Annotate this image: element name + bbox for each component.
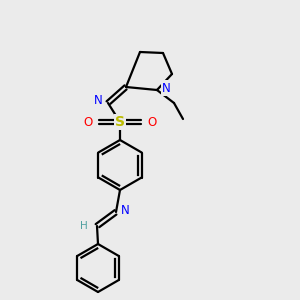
Text: O: O	[84, 116, 93, 128]
Text: N: N	[121, 205, 130, 218]
Text: S: S	[115, 115, 125, 129]
Text: N: N	[94, 94, 103, 107]
Text: O: O	[147, 116, 156, 128]
Text: N: N	[162, 82, 171, 94]
Text: H: H	[80, 221, 88, 231]
